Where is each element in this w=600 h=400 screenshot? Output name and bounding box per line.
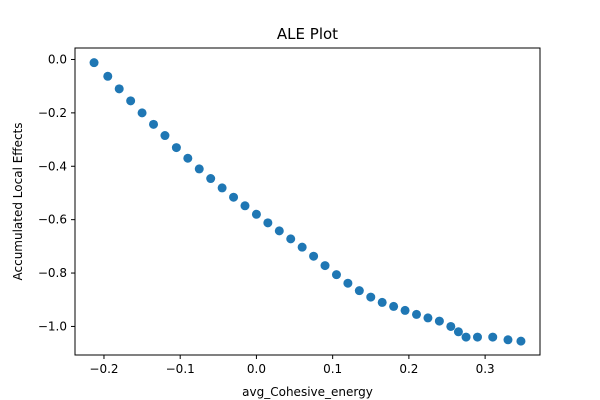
plot-frame [74, 47, 541, 356]
data-point [89, 58, 99, 68]
data-point [149, 119, 159, 129]
data-point [183, 153, 193, 163]
data-point [320, 261, 330, 271]
x-tick-label: 0.1 [323, 362, 342, 376]
points-layer [89, 58, 526, 346]
data-point [400, 305, 410, 315]
x-axis-label: avg_Cohesive_energy [242, 385, 373, 399]
data-point [354, 286, 364, 296]
data-point [343, 278, 353, 288]
data-point [503, 335, 513, 345]
y-tick-label: −0.2 [38, 106, 67, 120]
y-tick-label: −0.4 [38, 159, 67, 173]
x-axis: −0.2 −0.1 0.0 0.1 0.2 0.3 [89, 355, 495, 376]
data-point [171, 143, 181, 153]
data-point [446, 321, 456, 331]
y-tick-label: −0.8 [38, 266, 67, 280]
data-point [206, 174, 216, 184]
data-point [488, 332, 498, 342]
data-point [434, 316, 444, 326]
data-point [453, 327, 463, 337]
data-point [240, 201, 250, 211]
data-point [194, 164, 204, 174]
data-point [274, 226, 284, 236]
data-point [461, 332, 471, 342]
data-point [160, 131, 170, 141]
y-axis: 0.0 −0.2 −0.4 −0.6 −0.8 −1.0 [38, 52, 75, 333]
data-point [366, 292, 376, 302]
x-tick-label: −0.2 [89, 362, 118, 376]
data-point [516, 336, 526, 346]
data-point [377, 297, 387, 307]
data-point [472, 332, 482, 342]
data-point [217, 183, 227, 193]
y-tick-label: −0.6 [38, 213, 67, 227]
y-tick-label: 0.0 [48, 52, 67, 66]
data-point [114, 84, 124, 94]
data-point [103, 71, 113, 81]
x-tick-label: 0.2 [399, 362, 418, 376]
data-point [251, 209, 261, 219]
y-axis-label: Accumulated Local Effects [11, 122, 25, 280]
chart-title: ALE Plot [277, 25, 338, 43]
x-tick-label: −0.1 [166, 362, 195, 376]
data-point [137, 108, 147, 118]
data-point [286, 234, 296, 244]
data-point [263, 218, 273, 228]
data-point [229, 192, 239, 202]
data-point [423, 313, 433, 323]
x-tick-label: 0.0 [247, 362, 266, 376]
data-point [309, 251, 319, 261]
data-point [126, 96, 136, 106]
data-point [389, 301, 399, 311]
data-point [331, 270, 341, 280]
data-point [412, 309, 422, 319]
x-tick-label: 0.3 [476, 362, 495, 376]
data-point [297, 242, 307, 252]
y-tick-label: −1.0 [38, 319, 67, 333]
